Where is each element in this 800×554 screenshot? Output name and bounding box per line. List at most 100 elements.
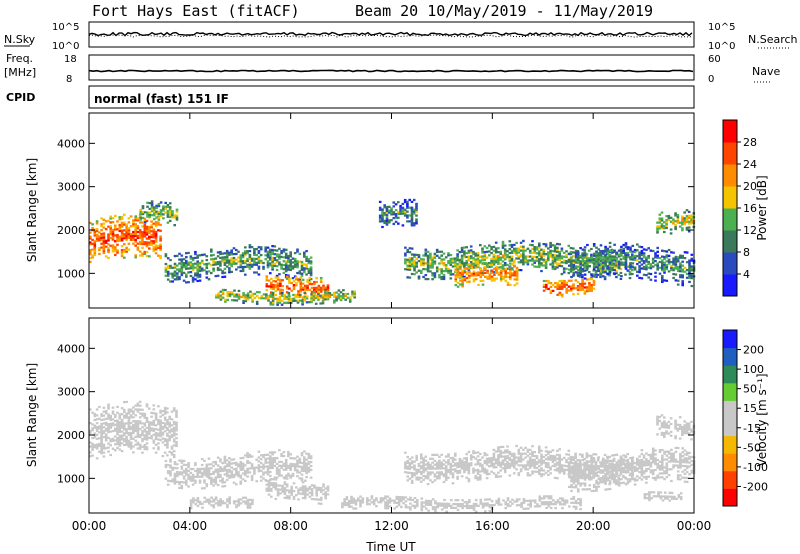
velocity-cell — [449, 472, 453, 475]
power-cell — [381, 225, 384, 229]
power-cell — [440, 262, 443, 265]
power-cell — [413, 267, 416, 270]
velocity-cell — [438, 465, 441, 468]
velocity-cell — [178, 482, 181, 486]
power-cell — [538, 244, 541, 247]
power-cell — [679, 268, 682, 271]
power-cell — [663, 250, 666, 253]
velocity-cell — [95, 429, 99, 433]
power-cell — [239, 256, 243, 259]
power-cell — [154, 230, 158, 233]
power-cell — [570, 256, 573, 259]
velocity-cell — [259, 469, 263, 472]
velocity-cell — [221, 502, 225, 505]
power-cell — [567, 279, 571, 282]
power-cell — [454, 276, 458, 279]
power-cell — [562, 251, 566, 254]
velocity-cell — [114, 415, 117, 419]
velocity-cell — [187, 475, 190, 478]
power-cell — [205, 262, 209, 266]
power-cell — [397, 216, 400, 219]
power-cell — [540, 270, 543, 273]
power-cell — [556, 248, 559, 251]
power-cell — [685, 226, 689, 229]
power-cell — [649, 249, 653, 252]
velocity-cell — [166, 471, 170, 475]
velocity-cell — [205, 475, 209, 478]
power-cell — [392, 201, 396, 204]
power-cell — [98, 235, 101, 238]
velocity-cell — [313, 498, 316, 501]
power-cell — [282, 271, 286, 274]
power-cell — [540, 254, 543, 257]
power-cell — [324, 288, 327, 291]
power-cell — [563, 283, 566, 286]
power-cell — [129, 238, 133, 241]
power-cell — [410, 210, 414, 213]
power-cell — [495, 267, 498, 270]
velocity-cell — [232, 462, 236, 465]
velocity-cell — [196, 499, 200, 502]
power-cell — [676, 214, 680, 217]
power-cell — [228, 267, 231, 270]
velocity-cell — [205, 483, 209, 486]
velocity-cell — [132, 420, 135, 423]
power-cell — [141, 221, 144, 224]
velocity-cell — [467, 470, 471, 473]
velocity-cell — [248, 455, 252, 458]
power-cell — [538, 242, 541, 245]
power-cell — [665, 219, 668, 222]
power-cell — [624, 242, 628, 245]
velocity-cell — [271, 457, 274, 460]
velocity-cell — [300, 452, 304, 455]
velocity-cell — [515, 456, 518, 459]
power-cell — [223, 263, 227, 267]
power-cell — [465, 255, 468, 259]
velocity-cell — [434, 510, 437, 513]
power-cell — [255, 263, 258, 266]
velocity-cell — [558, 467, 561, 470]
power-cell — [150, 230, 153, 233]
power-cell — [315, 288, 318, 291]
power-cell — [248, 244, 252, 247]
power-cell — [394, 220, 398, 223]
velocity-cell — [492, 466, 496, 469]
power-cell — [470, 264, 473, 267]
power-cell — [588, 257, 591, 260]
power-cell — [454, 259, 457, 262]
power-cell — [401, 224, 405, 227]
velocity-cell — [438, 475, 441, 478]
power-cell — [205, 266, 209, 269]
power-cell — [492, 263, 496, 266]
power-cell — [136, 242, 140, 245]
power-cell — [476, 256, 480, 259]
velocity-cell — [116, 433, 119, 436]
power-cell — [608, 271, 612, 274]
power-cell — [510, 245, 514, 249]
velocity-cell — [120, 436, 124, 439]
velocity-cell — [572, 495, 576, 499]
power-cell — [326, 286, 330, 289]
velocity-cell — [136, 404, 140, 407]
power-cell — [611, 255, 614, 258]
power-cell — [221, 290, 225, 293]
velocity-cell — [200, 475, 204, 478]
velocity-cell — [554, 501, 557, 504]
power-cell — [244, 298, 248, 301]
power-cell — [410, 220, 414, 223]
power-cell — [624, 259, 628, 262]
power-cell — [95, 220, 99, 223]
velocity-cell — [116, 440, 119, 444]
power-cell — [594, 263, 598, 267]
power-cell — [107, 237, 110, 240]
velocity-cell — [465, 464, 468, 468]
power-cell — [141, 211, 145, 214]
velocity-cell — [134, 425, 137, 429]
velocity-cell — [303, 469, 306, 473]
power-cell — [305, 263, 308, 266]
power-cell — [93, 240, 97, 243]
velocity-cell — [499, 446, 502, 449]
power-cell — [178, 276, 181, 279]
velocity-cell — [250, 463, 254, 466]
velocity-cell — [272, 484, 275, 487]
